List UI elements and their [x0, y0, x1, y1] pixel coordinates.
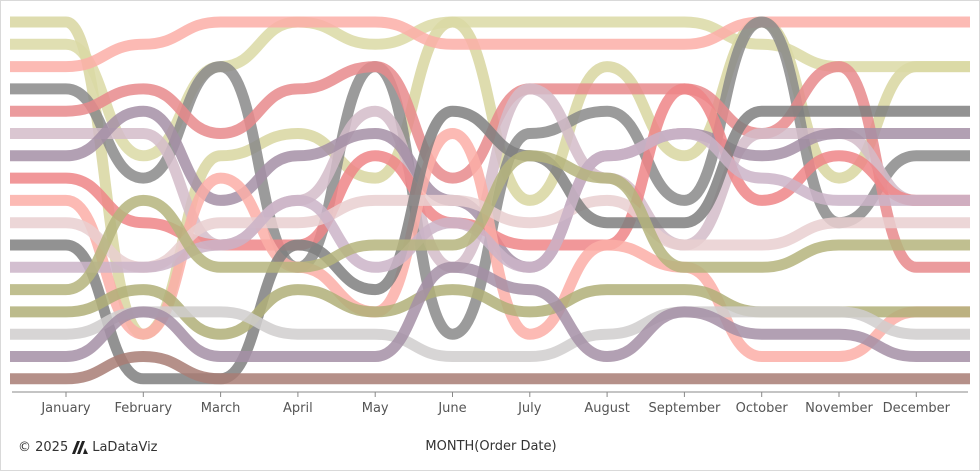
x-tick-label: March — [201, 401, 241, 416]
series-line-4 — [10, 16, 970, 340]
x-tick-label: December — [883, 401, 951, 416]
copyright: © 2025 LaDataViz — [18, 440, 158, 455]
series-line-7 — [10, 105, 970, 273]
series-line-17 — [10, 350, 970, 385]
series-line-3 — [10, 16, 970, 73]
series-line-5 — [10, 61, 970, 273]
x-tick-label: November — [805, 401, 873, 416]
series-line-12 — [10, 127, 970, 273]
copyright-text: © 2025 — [18, 440, 69, 455]
x-tick-label: February — [114, 401, 172, 416]
x-tick-label: April — [283, 401, 313, 416]
x-tick-label: May — [362, 401, 389, 416]
series-line-15 — [10, 306, 970, 363]
series-line-16 — [10, 261, 970, 363]
x-tick-label: June — [437, 401, 466, 416]
x-tick-label: January — [40, 401, 91, 416]
x-tick-label: October — [736, 401, 789, 416]
ladataviz-logo-icon — [72, 441, 89, 454]
brand-name: LaDataViz — [92, 440, 158, 455]
x-axis-ticks: January February March April May June July Augu… — [40, 392, 951, 416]
x-tick-label: August — [584, 401, 630, 416]
x-tick-label: September — [648, 401, 721, 416]
series-layer — [10, 16, 970, 385]
series-line-13 — [10, 150, 970, 296]
x-tick-label: July — [517, 401, 542, 416]
x-axis-title: MONTH(Order Date) — [425, 439, 556, 454]
